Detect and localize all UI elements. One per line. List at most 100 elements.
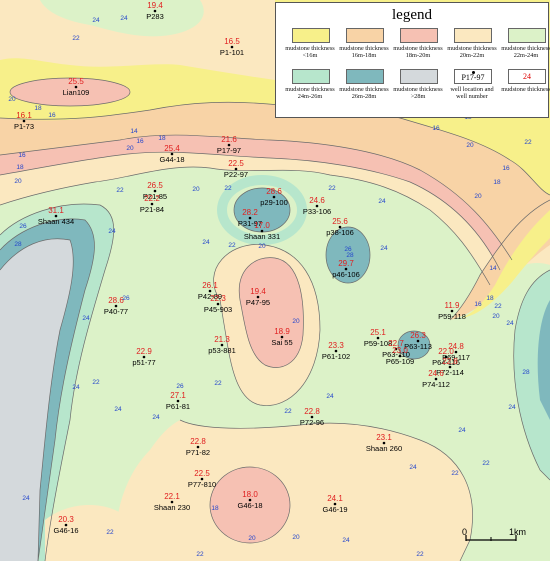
zone-22-24-topleft	[40, 0, 204, 37]
contour-value-label: 16	[474, 301, 482, 308]
contour-value-label: 22	[224, 185, 232, 192]
legend-label-7: mudstone thickness >28m	[393, 86, 443, 101]
well-location-marker	[248, 498, 252, 502]
well-location-marker	[434, 377, 438, 381]
well-p38-106: 25.6 p38-106	[326, 217, 354, 237]
contour-value-label: 20	[248, 535, 256, 542]
well-P65-109: 23.0 P65-109	[386, 346, 414, 366]
well-location-marker	[450, 309, 454, 313]
contour-value-label: 20	[474, 193, 482, 200]
legend-label-3: mudstone thickness 20m-22m	[447, 45, 497, 60]
legend-swatch-4	[508, 28, 546, 43]
legend-swatch-8: P17-97	[454, 69, 492, 84]
contour-value-label: 22	[196, 551, 204, 558]
well-thickness-value: 24.6	[309, 196, 325, 205]
well-location-marker	[272, 195, 276, 199]
well-P61-102: 23.3 P61-102	[322, 341, 350, 361]
legend-label-4: mudstone thickness 22m-24m	[501, 45, 550, 60]
contour-value-label: 24	[82, 315, 90, 322]
well-P45-903: 22.3 P45-903	[204, 294, 232, 314]
well-name-label: P21-85	[143, 192, 167, 201]
well-P1-101: 16.5 P1-101	[220, 37, 244, 57]
contour-value-label: 24	[508, 404, 516, 411]
scale-unit-label: 1km	[509, 527, 526, 537]
contour-value-label: 18	[16, 164, 24, 171]
well-Shaan-230: 22.1 Shaan 230	[154, 492, 190, 512]
well-location-marker	[170, 152, 174, 156]
contour-value-label: 16	[432, 125, 440, 132]
well-name-label: G46-19	[322, 505, 347, 514]
well-location-marker	[454, 350, 458, 354]
zone-24-26-p29	[217, 175, 307, 245]
well-P33-106: 24.6 P33-106	[303, 196, 331, 216]
contour-lines	[0, 77, 550, 561]
contour-value-label: 28	[346, 252, 354, 259]
well-P21-85: 26.5 P21-85	[143, 181, 167, 201]
well-P77-810: 22.5 P77-810	[188, 469, 216, 489]
legend-swatch-2	[400, 28, 438, 43]
well-thickness-value: 21.3	[214, 335, 230, 344]
well-name-label: P71-82	[186, 448, 210, 457]
contour-value-label: 28	[14, 241, 22, 248]
well-name-label: P59-108	[364, 339, 392, 348]
well-name-label: p51-77	[132, 358, 155, 367]
well-thickness-value: 18.9	[274, 327, 290, 336]
legend-swatch-5	[292, 69, 330, 84]
contour-value-label: 20	[192, 186, 200, 193]
well-thickness-value: 24.6	[428, 369, 444, 378]
well-name-label: P72-114	[436, 368, 464, 377]
well-location-marker	[448, 365, 452, 369]
contour-value-label: 26	[19, 223, 27, 230]
contour-value-label: 24	[409, 464, 417, 471]
contour-value-label: 20	[492, 313, 500, 320]
zone-20-22-south	[116, 420, 473, 561]
well-Shaan-434: 31.1 Shaan 434	[38, 206, 74, 226]
well-thickness-value: 18.0	[242, 490, 258, 499]
well-G46-18: 18.0 G46-18	[237, 490, 262, 510]
well-name-label: P65-109	[386, 357, 414, 366]
well-P31-97: 28.2 P31-97	[238, 208, 262, 228]
contour-value-label: 22	[451, 470, 459, 477]
well-Shaan-260: 23.1 Shaan 260	[366, 433, 402, 453]
contour-value-label: 18	[34, 105, 42, 112]
well-name-label: P63-113	[404, 342, 432, 351]
well-name-label: p38-106	[326, 228, 354, 237]
well-location-marker	[216, 302, 220, 306]
well-thickness-value: 23.3	[328, 341, 344, 350]
well-thickness-value: 25.6	[332, 217, 348, 226]
well-thickness-value: 16.1	[16, 111, 32, 120]
well-p53-881: 21.3 p53-881	[208, 335, 236, 355]
well-thickness-value: 20.3	[58, 515, 74, 524]
well-P61-81: 27.1 P61-81	[166, 391, 190, 411]
well-location-marker	[196, 445, 200, 449]
zone-24-26-east	[513, 270, 550, 480]
well-name-label: P64-116	[432, 358, 460, 367]
contour-value-label: 22	[416, 551, 424, 558]
contour-value-label: 24	[378, 198, 386, 205]
zone-20-22-sw	[45, 505, 135, 561]
contour-value-label: 24	[152, 414, 160, 421]
well-location-marker	[230, 45, 234, 49]
well-location-marker	[153, 189, 157, 193]
well-location-marker	[220, 343, 224, 347]
contour-value-label: 20	[466, 142, 474, 149]
well-P72-96: 22.8 P72-96	[300, 407, 324, 427]
well-thickness-value: 22.8	[442, 357, 458, 366]
contour-value-label: 24	[108, 228, 116, 235]
contour-value-label: 24	[326, 393, 334, 400]
well-thickness-value: 21.6	[221, 135, 237, 144]
contour-value-label: 16	[18, 152, 26, 159]
contour-value-label: 22	[328, 185, 336, 192]
contour-value-label: 24	[92, 17, 100, 24]
well-thickness-value: 19.4	[147, 1, 163, 10]
contour-value-label: 18	[158, 135, 166, 142]
well-name-label: P33-106	[303, 207, 331, 216]
contour-value-label: 22	[72, 35, 80, 42]
well-P1-73: 16.1 P1-73	[14, 111, 34, 131]
well-name-label: P31-97	[238, 219, 262, 228]
contour-value-label: 24	[458, 427, 466, 434]
well-p29-100: 28.6 p29-100	[260, 187, 288, 207]
contour-value-label: 22	[116, 187, 124, 194]
well-location-marker	[208, 289, 212, 293]
well-location-marker	[150, 202, 154, 206]
